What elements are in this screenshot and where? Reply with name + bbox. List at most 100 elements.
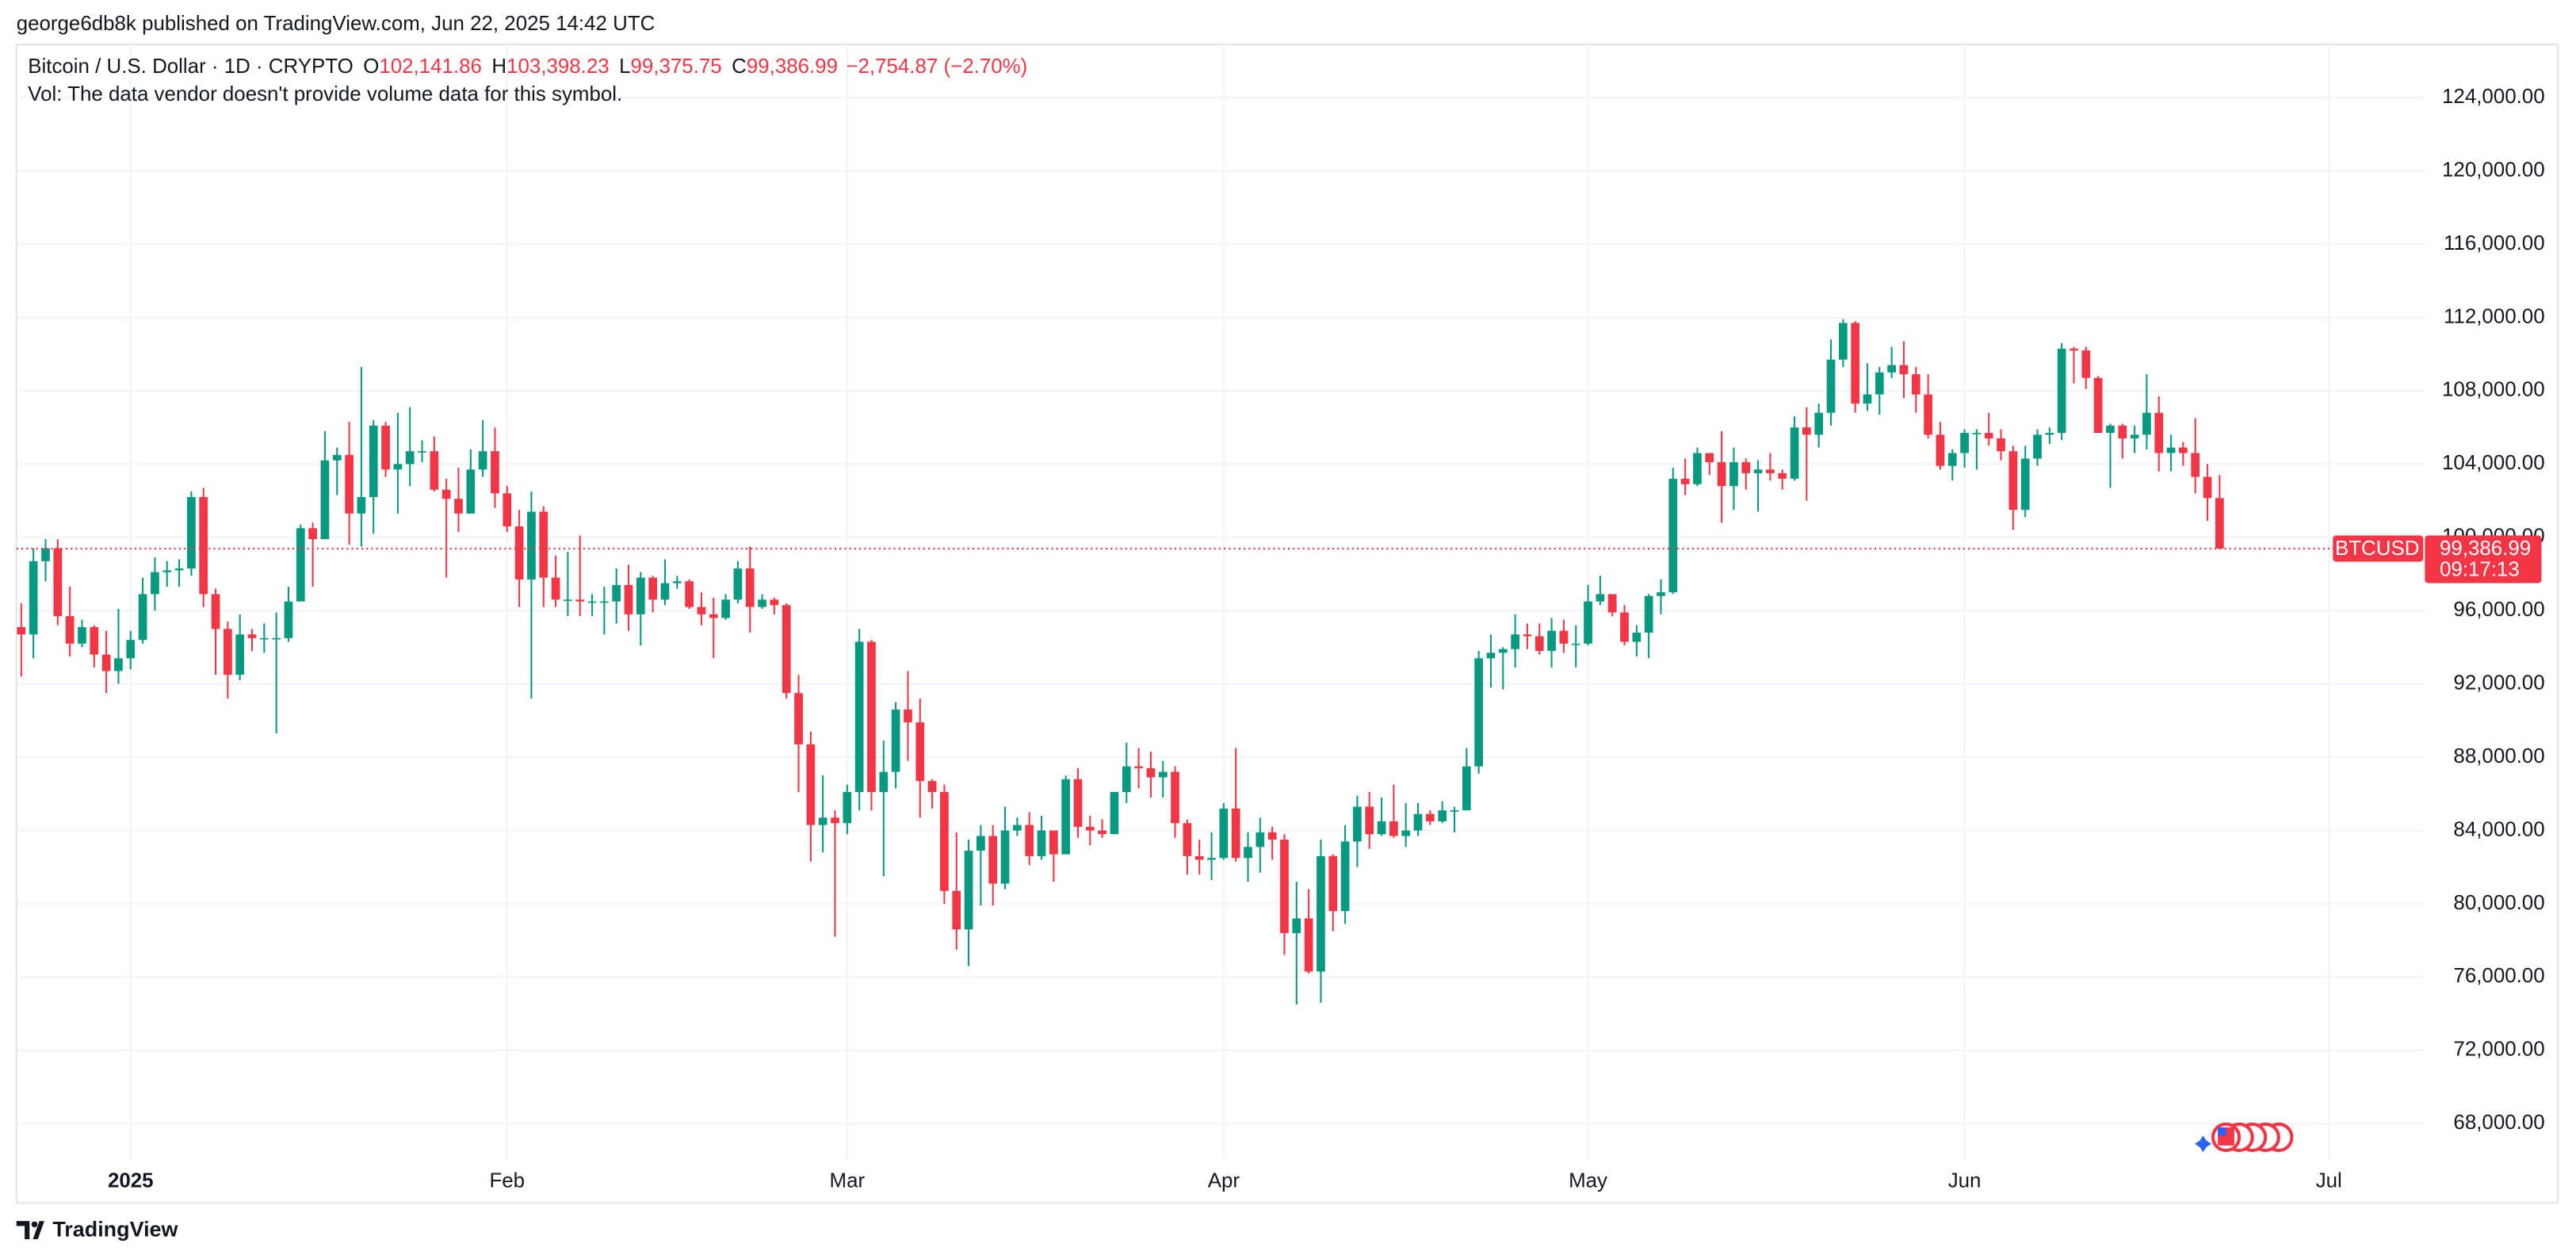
candle-body xyxy=(1025,825,1034,856)
candle-body xyxy=(1559,630,1569,644)
ticker-box xyxy=(2333,535,2424,562)
candle-body xyxy=(1887,365,1896,373)
candle-body xyxy=(126,640,136,659)
legend-value: 103,398.23 xyxy=(506,55,610,78)
candle-body xyxy=(1778,473,1787,479)
candle-body xyxy=(1741,462,1751,473)
ticker-text: BTCUSD xyxy=(2335,538,2419,560)
legend-value: 99,386.99 xyxy=(747,55,838,78)
candle-body xyxy=(587,601,597,603)
candle-body xyxy=(1826,359,1836,413)
legend-symbol: Bitcoin / U.S. Dollar · 1D · CRYPTO xyxy=(28,55,354,78)
candle-body xyxy=(1244,847,1252,859)
candle-body xyxy=(891,709,900,772)
candle-body xyxy=(843,791,852,824)
candle-body xyxy=(575,599,585,602)
candle-body xyxy=(162,570,172,572)
price-label: BTCUSD 99,386.99 09:17:13 xyxy=(2333,535,2542,584)
candle-body xyxy=(1644,595,1653,633)
candles xyxy=(16,319,2425,1005)
legend-change: −2,754.87 (−2.70%) xyxy=(846,55,1027,78)
legend-key: L xyxy=(619,55,630,78)
candle-body xyxy=(1256,832,1265,848)
candle-body xyxy=(697,607,706,614)
y-tick-label: 76,000.00 xyxy=(2453,965,2544,987)
y-tick-label: 68,000.00 xyxy=(2453,1112,2544,1134)
candle-body xyxy=(1924,394,1932,435)
candle-body xyxy=(1693,453,1702,484)
legend: Bitcoin / U.S. Dollar · 1D · CRYPTO O102,… xyxy=(28,55,1027,78)
candle-body xyxy=(151,572,159,595)
candle-body xyxy=(721,599,730,618)
price-text: 99,386.99 xyxy=(2440,538,2531,560)
candle-body xyxy=(308,528,317,540)
candle-body xyxy=(17,626,26,635)
y-tick-label: 108,000.00 xyxy=(2442,379,2545,401)
candle-body xyxy=(1838,323,1848,360)
candle-body xyxy=(284,601,293,638)
candle-body xyxy=(2106,425,2115,434)
candle-body xyxy=(1584,601,1592,644)
candle-body xyxy=(1936,434,1945,466)
candle-body xyxy=(1134,766,1143,768)
candle-body xyxy=(806,744,816,825)
candle-body xyxy=(1474,658,1483,767)
candle-body xyxy=(247,634,257,638)
candle-body xyxy=(1947,453,1957,466)
candle-body xyxy=(2093,377,2103,434)
y-tick-label: 116,000.00 xyxy=(2444,232,2545,254)
candle-body xyxy=(977,836,985,851)
candle-body xyxy=(2033,434,2042,459)
candle-body xyxy=(1413,813,1423,831)
candle-body xyxy=(466,469,476,514)
candle-body xyxy=(794,693,803,744)
candle-body xyxy=(1668,478,1678,593)
candle-body xyxy=(672,581,682,584)
candle-body xyxy=(854,641,864,792)
candle-body xyxy=(1098,830,1106,835)
candle-body xyxy=(1802,427,1811,435)
candle-body xyxy=(636,577,645,614)
candle-body xyxy=(527,511,536,580)
y-tick-label: 120,000.00 xyxy=(2442,159,2545,181)
candle-body xyxy=(1158,771,1168,778)
candle-body xyxy=(1753,469,1763,473)
candle-body xyxy=(1085,826,1095,831)
candle-body xyxy=(332,454,342,461)
candle-body xyxy=(1511,634,1519,649)
candle-body xyxy=(65,616,75,644)
candle-body xyxy=(758,599,766,607)
candle-body xyxy=(235,634,245,675)
candle-body xyxy=(1657,592,1665,596)
candle-body xyxy=(1620,612,1629,642)
candle-body xyxy=(867,641,876,792)
candle-body xyxy=(1377,821,1386,835)
candle-body xyxy=(393,464,403,470)
candle-body xyxy=(296,528,305,602)
candle-body xyxy=(2154,412,2164,453)
candle-body xyxy=(478,451,487,470)
candle-body xyxy=(1535,636,1544,652)
candle-body xyxy=(660,583,670,600)
candle-body xyxy=(1997,438,2005,452)
y-tick-label: 124,000.00 xyxy=(2442,86,2545,108)
candle-body xyxy=(1207,858,1216,860)
logo-mark xyxy=(16,1221,44,1239)
candle-body xyxy=(199,496,208,595)
candle-body xyxy=(174,568,184,571)
countdown-text: 09:17:13 xyxy=(2440,559,2520,581)
candle-body xyxy=(1450,810,1459,812)
candle-body xyxy=(1705,453,1714,463)
candle-body xyxy=(1061,779,1071,855)
candle-body xyxy=(1523,634,1532,637)
candle-body xyxy=(53,548,63,617)
candle-body xyxy=(745,568,755,607)
event-icons xyxy=(2195,1122,2294,1153)
candle-body xyxy=(2020,458,2030,511)
candle-body xyxy=(345,454,354,514)
candle-body xyxy=(369,425,378,497)
candle-body xyxy=(612,584,621,602)
